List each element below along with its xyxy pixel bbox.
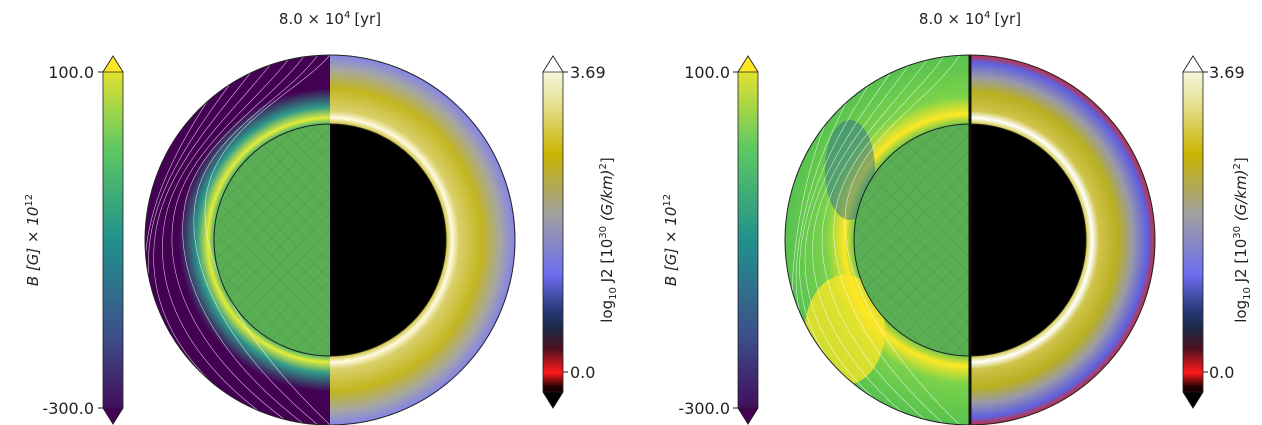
panel-2-current-density-half <box>970 55 1155 425</box>
panel-1-right-colorbar-label: log10 J2 [1030 (G/km)2] <box>598 157 619 322</box>
panel-1-title: 8.0 × 104 [yr] <box>279 10 381 28</box>
panel-1-left-colorbar-max: 100.0 <box>48 63 94 82</box>
panel-1-left-colorbar-min: -300.0 <box>42 399 94 418</box>
panel-1-left-colorbar-bar <box>102 55 124 425</box>
panel-2-core-black <box>970 124 1086 356</box>
panel-1-current-density-half <box>330 55 515 425</box>
panel-2-right-colorbar: 3.69 0.0 log10 J2 [1030 (G/km)2] <box>1182 55 1253 409</box>
panel-1-right-colorbar-max: 3.69 <box>570 63 606 82</box>
panel-2-title: 8.0 × 104 [yr] <box>919 10 1021 28</box>
panel-2-left-colorbar: 100.0 -300.0 B [G] × 1012 <box>662 55 759 425</box>
panel-2-left-colorbar-bar <box>737 55 759 425</box>
panel-2-left-colorbar-label: B [G] × 1012 <box>662 194 680 286</box>
panel-2: 8.0 × 104 [yr] 100.0 -300.0 B [G] × 1012 <box>662 10 1253 425</box>
panel-2-left-colorbar-min: -300.0 <box>678 399 730 418</box>
panel-1-left-colorbar: 100.0 -300.0 B [G] × 1012 <box>24 55 124 425</box>
panel-1-core-black <box>330 124 446 356</box>
panel-1-right-colorbar-bar <box>542 55 564 409</box>
panel-2-right-colorbar-bar <box>1182 55 1204 409</box>
panel-2-right-colorbar-max: 3.69 <box>1209 63 1245 82</box>
panel-1-disk <box>145 55 515 425</box>
panel-1-left-colorbar-label: B [G] × 1012 <box>24 194 42 286</box>
panel-1-right-colorbar: 3.69 0.0 log10 J2 [1030 (G/km)2] <box>542 55 619 409</box>
panel-2-core-hatched <box>854 124 970 356</box>
panel-1-field-lines <box>145 55 330 425</box>
panel-2-right-colorbar-label: log10 J2 [1030 (G/km)2] <box>1232 157 1253 322</box>
panel-1-core-hatched <box>214 124 330 356</box>
panel-2-left-colorbar-max: 100.0 <box>684 63 730 82</box>
panel-2-disk <box>785 55 1155 425</box>
panel-1-magnetic-field-half <box>145 55 330 425</box>
panel-2-right-colorbar-min: 0.0 <box>1209 363 1234 382</box>
panel-1: 8.0 × 104 [yr] 100.0 -300.0 B [G] × 1012 <box>24 10 619 425</box>
panel-1-right-colorbar-min: 0.0 <box>570 363 595 382</box>
